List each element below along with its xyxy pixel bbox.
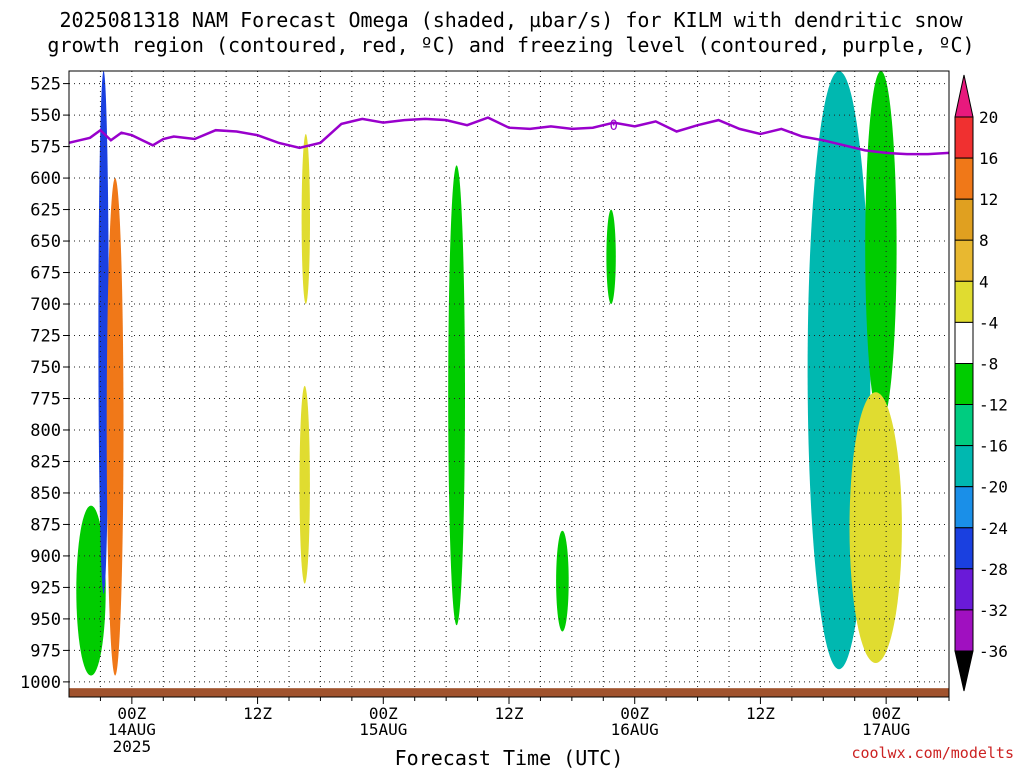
- colorbar-label-3: 8: [979, 231, 989, 250]
- colorbar-label-7: -12: [979, 396, 1008, 415]
- y-tick-label-725: 725: [30, 327, 61, 347]
- x-tick-label-0: 00Z: [117, 704, 146, 723]
- grid-layer: [69, 71, 949, 697]
- y-tick-label-1000: 1000: [20, 673, 61, 693]
- colorbar-cell-1: [954, 157, 974, 200]
- colorbar-cell-11: [954, 568, 974, 611]
- y-tick-label-525: 525: [30, 75, 61, 95]
- y-tick-label-900: 900: [30, 547, 61, 567]
- ground-layer: [69, 688, 949, 697]
- y-tick-label-800: 800: [30, 421, 61, 441]
- omega-feature-10: [849, 392, 902, 663]
- omega-feature-7: [606, 209, 616, 304]
- x-tick-label-36: 12Z: [495, 704, 524, 723]
- colorbar-label-4: 4: [979, 272, 989, 291]
- y-tick-label-750: 750: [30, 358, 61, 378]
- x-tick-label-60: 12Z: [746, 704, 775, 723]
- credit-text: coolwx.com/modelts: [851, 744, 1014, 762]
- colorbar-cell-8: [954, 445, 974, 488]
- colorbar-label-12: -32: [979, 601, 1008, 620]
- colorbar-bottom-arrow: [954, 650, 974, 692]
- chart-title-line-2: growth region (contoured, red, ºC) and f…: [47, 33, 974, 57]
- colorbar-label-11: -28: [979, 560, 1008, 579]
- plot-area: [69, 71, 949, 697]
- omega-feature-6: [556, 530, 569, 632]
- colorbar: 20 16 12 8 4 -4 -8 -12 -16 -20 -24 -28 -32 -36: [954, 74, 1008, 692]
- y-tick-label-625: 625: [30, 201, 61, 221]
- colorbar-label-6: -8: [979, 354, 998, 373]
- freezing-level-line: [69, 116, 949, 156]
- colorbar-cell-10: [954, 527, 974, 570]
- x-tick-year-0: 2025: [113, 737, 152, 756]
- y-tick-label-875: 875: [30, 515, 61, 535]
- x-tick-label-24: 00Z: [369, 704, 398, 723]
- y-tick-label-575: 575: [30, 138, 61, 158]
- colorbar-cell-0: [954, 116, 974, 159]
- y-axis: 525 550 575 600 625 650 675 700 725 750 775 800 825 8…: [20, 75, 69, 693]
- y-tick-label-650: 650: [30, 232, 61, 252]
- y-tick-label-975: 975: [30, 641, 61, 661]
- y-tick-label-700: 700: [30, 295, 61, 315]
- colorbar-label-9: -20: [979, 478, 1008, 497]
- x-axis-label: Forecast Time (UTC): [395, 746, 624, 768]
- x-tick-label-12: 12Z: [243, 704, 272, 723]
- x-tick-date-72: 17AUG: [862, 720, 910, 739]
- y-tick-label-775: 775: [30, 389, 61, 409]
- x-tick-label-72: 00Z: [872, 704, 901, 723]
- omega-shading-layer: [76, 71, 902, 676]
- freezing-level-contour-label: 0: [610, 118, 618, 134]
- colorbar-cell-5: [954, 321, 974, 364]
- omega-feature-4: [299, 385, 310, 584]
- y-tick-label-925: 925: [30, 578, 61, 598]
- colorbar-cell-12: [954, 609, 974, 652]
- x-tick-date-48: 16AUG: [611, 720, 659, 739]
- omega-feature-0: [76, 505, 106, 676]
- y-tick-label-825: 825: [30, 452, 61, 472]
- y-tick-label-600: 600: [30, 169, 61, 189]
- omega-feature-5: [448, 165, 465, 626]
- colorbar-label-2: 12: [979, 190, 998, 209]
- y-tick-label-850: 850: [30, 484, 61, 504]
- colorbar-cell-3: [954, 239, 974, 282]
- colorbar-label-8: -16: [979, 437, 1008, 456]
- y-tick-label-950: 950: [30, 610, 61, 630]
- chart-title-line-1: 2025081318 NAM Forecast Omega (shaded, µ…: [59, 8, 963, 32]
- colorbar-top-arrow: [954, 74, 974, 118]
- colorbar-label-10: -24: [979, 519, 1008, 538]
- y-tick-label-675: 675: [30, 264, 61, 284]
- omega-feature-3: [301, 134, 310, 304]
- y-tick-label-550: 550: [30, 106, 61, 126]
- colorbar-cell-4: [954, 280, 974, 323]
- x-tick-date-24: 15AUG: [359, 720, 407, 739]
- freezing-level-layer: 0: [69, 116, 949, 156]
- colorbar-label-0: 20: [979, 108, 998, 127]
- omega-feature-9: [865, 71, 897, 424]
- colorbar-cell-7: [954, 404, 974, 447]
- omega-feature-2: [106, 177, 124, 676]
- colorbar-label-13: -36: [979, 642, 1008, 661]
- x-tick-label-48: 00Z: [620, 704, 649, 723]
- x-tick-date-0: 14AUG: [108, 720, 156, 739]
- omega-feature-1: [98, 71, 109, 594]
- colorbar-cell-9: [954, 486, 974, 529]
- ground-strip: [69, 688, 949, 697]
- colorbar-cell-6: [954, 363, 974, 406]
- colorbar-cell-2: [954, 198, 974, 241]
- colorbar-label-1: 16: [979, 149, 998, 168]
- colorbar-label-5: -4: [979, 313, 998, 332]
